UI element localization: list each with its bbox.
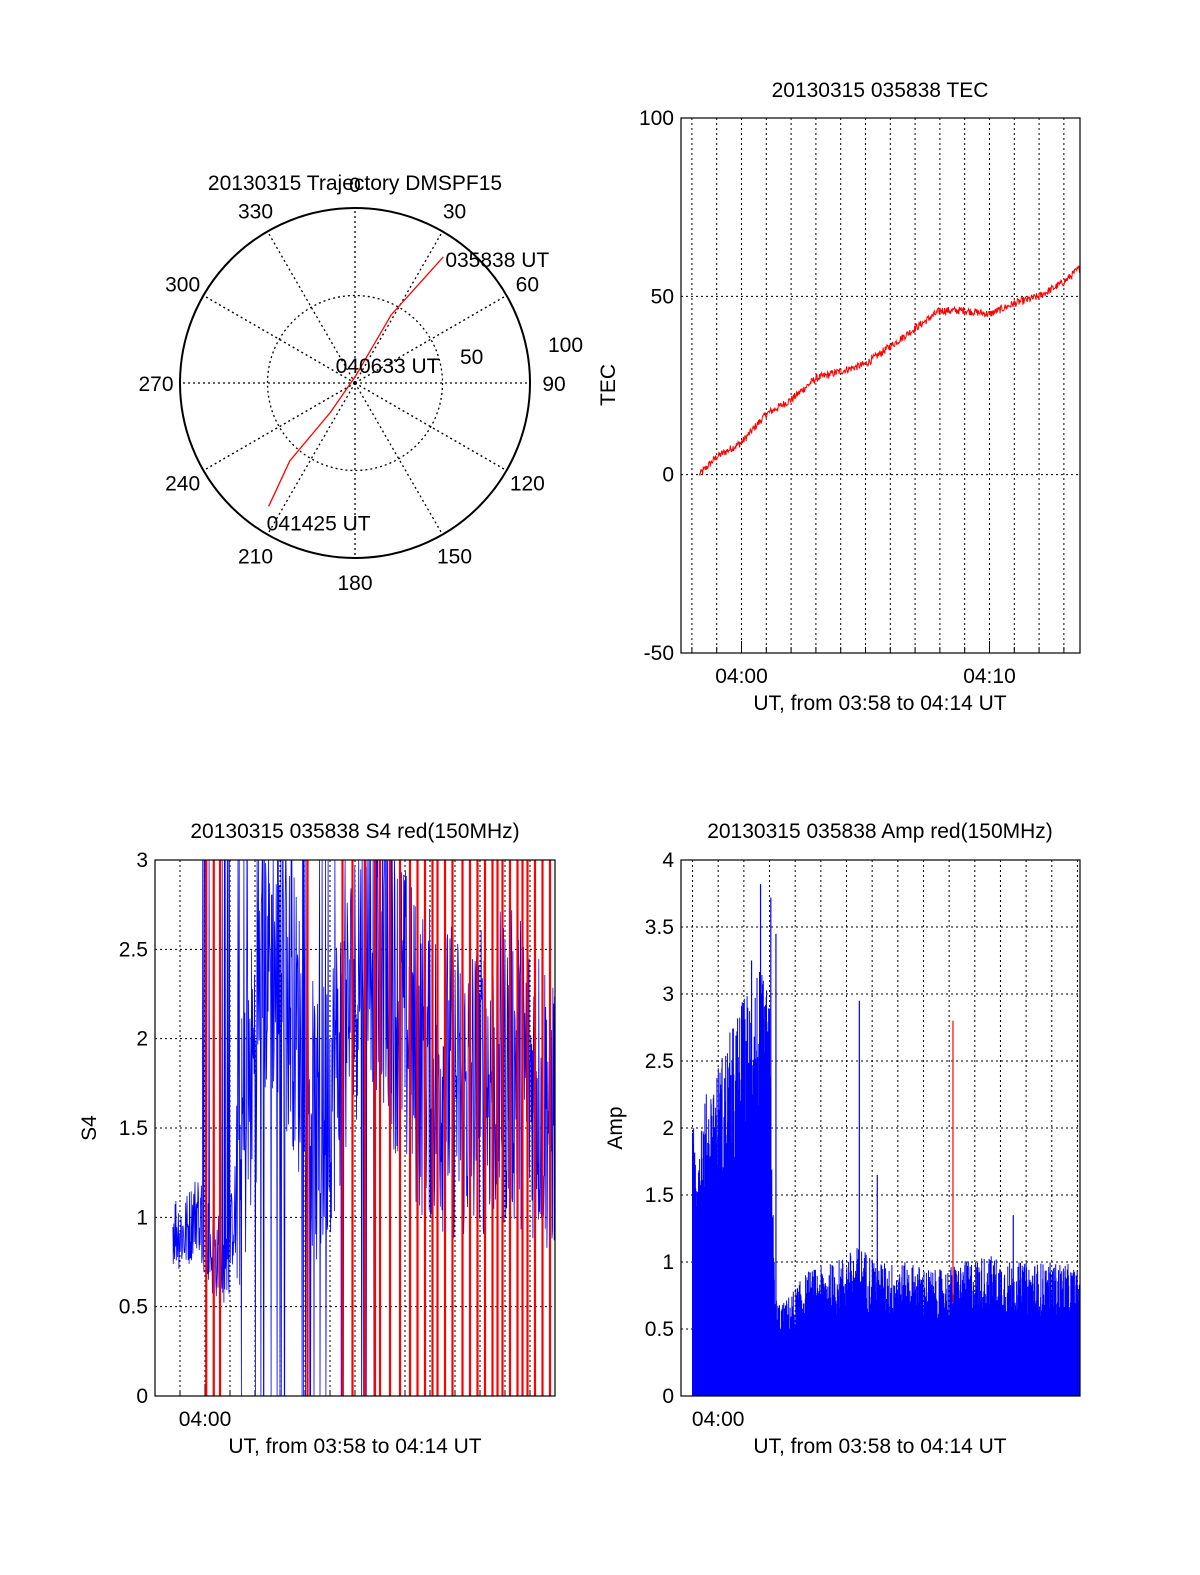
amp-xlabel: UT, from 03:58 to 04:14 UT [753, 1435, 1006, 1458]
trajectory-title: 20130315 Trajectory DMSPF15 [208, 172, 502, 195]
y-tick-label: 3.5 [645, 916, 674, 939]
s4-blue-series [172, 860, 555, 1396]
y-tick-label: 50 [651, 285, 674, 308]
amp-ylabel: Amp [604, 1106, 627, 1149]
azimuth-label: 0 [349, 174, 361, 197]
y-tick-label: -50 [644, 642, 674, 665]
amp-title: 20130315 035838 Amp red(150MHz) [707, 820, 1053, 843]
trajectory-annotation: 035838 UT [445, 249, 549, 272]
azimuth-label: 30 [443, 201, 466, 224]
trajectory-annotation: 040633 UT [336, 355, 440, 378]
polar-grid [179, 207, 531, 559]
polar-spoke [203, 294, 356, 384]
trajectory-line [268, 256, 444, 507]
s4-ylabel: S4 [78, 1115, 101, 1141]
trajectory-annotation: 041425 UT [267, 512, 371, 535]
tec-ylabel: TEC [597, 364, 620, 406]
polar-spoke [354, 382, 444, 535]
x-tick-label: 04:00 [715, 665, 768, 688]
azimuth-label: 300 [165, 274, 200, 297]
s4-blue-line [172, 860, 555, 1396]
y-tick-label: 4 [662, 849, 674, 872]
amp-panel: 20130315 035838 Amp red(150MHz) Amp UT, … [604, 820, 1081, 1458]
y-tick-label: 0 [662, 464, 674, 487]
x-tick-label: 04:00 [179, 1408, 232, 1431]
azimuth-label: 210 [238, 545, 273, 568]
tec-xlabel: UT, from 03:58 to 04:14 UT [753, 692, 1006, 715]
polar-spoke [354, 382, 507, 472]
y-tick-label: 0.5 [119, 1296, 148, 1319]
s4-xlabel: UT, from 03:58 to 04:14 UT [228, 1435, 481, 1458]
x-tick-label: 04:00 [692, 1408, 745, 1431]
plot-frame [680, 859, 1081, 1397]
plot-frame [154, 859, 556, 1397]
y-tick-label: 0 [136, 1385, 148, 1408]
azimuth-label: 90 [542, 373, 565, 396]
y-tick-label: 1.5 [645, 1184, 674, 1207]
amp-blue-series [692, 884, 1080, 1396]
polar-outer-ring [179, 207, 531, 559]
y-tick-label: 2 [136, 1028, 148, 1051]
y-tick-label: 0.5 [645, 1318, 674, 1341]
polar-spoke [203, 382, 356, 472]
x-tick-label: 04:10 [963, 665, 1016, 688]
polar-spoke [354, 231, 444, 384]
y-tick-label: 1 [662, 1251, 674, 1274]
azimuth-label: 270 [138, 373, 173, 396]
plot-frame [680, 117, 1081, 654]
azimuth-label: 180 [337, 572, 372, 595]
polar-inner-ring [266, 294, 444, 472]
y-tick-label: 0 [662, 1385, 674, 1408]
y-tick-label: 1.5 [119, 1117, 148, 1140]
y-tick-label: 2.5 [119, 938, 148, 961]
trajectory-path [268, 256, 444, 507]
polar-spoke [266, 231, 356, 384]
s4-red-series [205, 860, 552, 1396]
y-tick-label: 3 [136, 849, 148, 872]
s4-panel: 20130315 035838 S4 red(150MHz) S4 UT, fr… [78, 820, 556, 1458]
tec-line [698, 265, 1081, 476]
azimuth-label: 150 [437, 545, 472, 568]
azimuth-label: 60 [516, 274, 539, 297]
polar-spoke [266, 382, 356, 535]
polar-spoke [354, 294, 507, 384]
y-tick-label: 1 [136, 1206, 148, 1229]
azimuth-labels: 0 30 60 90 120 150 180 210 240 270 300 330 [138, 174, 565, 595]
y-tick-label: 3 [662, 983, 674, 1006]
amp-blue-early [692, 1262, 775, 1396]
azimuth-label: 330 [238, 201, 273, 224]
radial-tick-100: 100 [548, 334, 583, 357]
trajectory-panel: 20130315 Trajectory DMSPF15 0 30 60 90 120 15… [138, 172, 583, 595]
y-tick-label: 2 [662, 1117, 674, 1140]
azimuth-label: 240 [165, 473, 200, 496]
y-tick-label: 100 [639, 107, 674, 130]
azimuth-label: 120 [510, 473, 545, 496]
y-tick-label: 2.5 [645, 1050, 674, 1073]
tec-panel: 20130315 035838 TEC TEC UT, from 03:58 t… [597, 79, 1081, 715]
s4-title: 20130315 035838 S4 red(150MHz) [190, 820, 519, 843]
radial-tick-50: 50 [460, 346, 483, 369]
tec-title: 20130315 035838 TEC [772, 79, 989, 102]
trajectory-annotations: 035838 UT 040633 UT 041425 UT [267, 249, 550, 535]
